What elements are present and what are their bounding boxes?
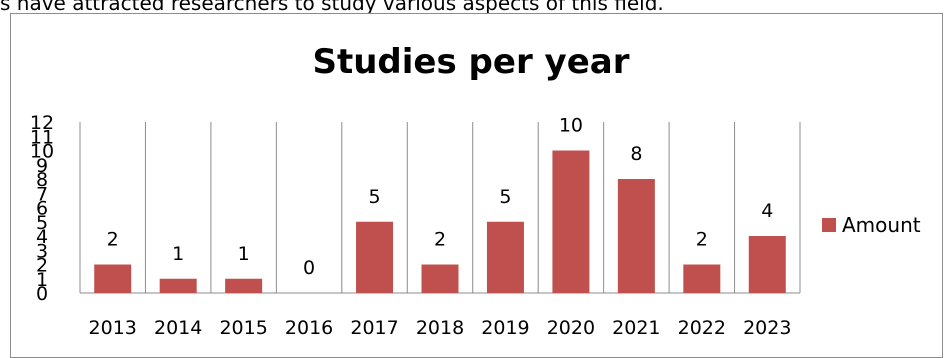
x-tick-label: 2021 — [612, 317, 660, 339]
y-tick-label: 8 — [36, 169, 48, 191]
y-tick-label: 1 — [36, 269, 48, 291]
data-label: 4 — [761, 200, 773, 222]
legend-swatch — [822, 218, 836, 232]
y-tick-label: 4 — [36, 226, 48, 248]
x-tick-labels: 2013 2014 2015 2016 2017 2018 2019 2020 2021 2022… — [89, 317, 792, 339]
data-label: 5 — [499, 186, 511, 208]
y-tick-label: 6 — [36, 198, 48, 220]
y-tick-label: 5 — [36, 212, 48, 234]
bar — [617, 179, 655, 293]
data-label: 1 — [238, 243, 250, 265]
bar — [486, 221, 524, 293]
grid-lines — [144, 122, 801, 293]
y-tick-label: 10 — [30, 141, 54, 163]
data-label: 5 — [368, 186, 380, 208]
bar — [159, 278, 197, 293]
y-tick-label: 12 — [30, 112, 54, 134]
data-label: 2 — [107, 229, 119, 251]
chart-frame — [10, 13, 943, 358]
x-tick-label: 2023 — [743, 317, 791, 339]
x-tick-label: 2017 — [350, 317, 398, 339]
context-text: s have attracted researchers to study va… — [0, 0, 664, 15]
bar — [748, 236, 786, 293]
bars — [94, 150, 786, 293]
bar — [421, 264, 459, 293]
legend: Amount — [822, 213, 921, 237]
bar — [225, 278, 263, 293]
x-tick-label: 2016 — [285, 317, 333, 339]
y-tick-label: 7 — [36, 183, 48, 205]
x-tick-label: 2014 — [154, 317, 202, 339]
x-tick-label: 2020 — [547, 317, 595, 339]
y-tick-label: 3 — [36, 240, 48, 262]
data-label: 2 — [696, 229, 708, 251]
y-tick-label: 2 — [36, 255, 48, 277]
bar — [552, 150, 590, 293]
data-label: 2 — [434, 229, 446, 251]
data-label: 0 — [303, 257, 315, 279]
y-tick-label: 9 — [36, 155, 48, 177]
data-label: 10 — [559, 115, 583, 137]
data-label: 1 — [172, 243, 184, 265]
bar — [356, 221, 394, 293]
bar — [683, 264, 721, 293]
y-tick-label: 0 — [36, 283, 48, 305]
x-tick-label: 2013 — [89, 317, 137, 339]
legend-label: Amount — [842, 213, 921, 237]
y-tick-label: 11 — [30, 126, 54, 148]
bar — [94, 264, 132, 293]
x-tick-label: 2022 — [678, 317, 726, 339]
x-tick-label: 2015 — [219, 317, 267, 339]
chart-title: Studies per year — [312, 42, 629, 82]
data-label: 8 — [630, 143, 642, 165]
x-tick-label: 2018 — [416, 317, 464, 339]
x-tick-label: 2019 — [481, 317, 529, 339]
